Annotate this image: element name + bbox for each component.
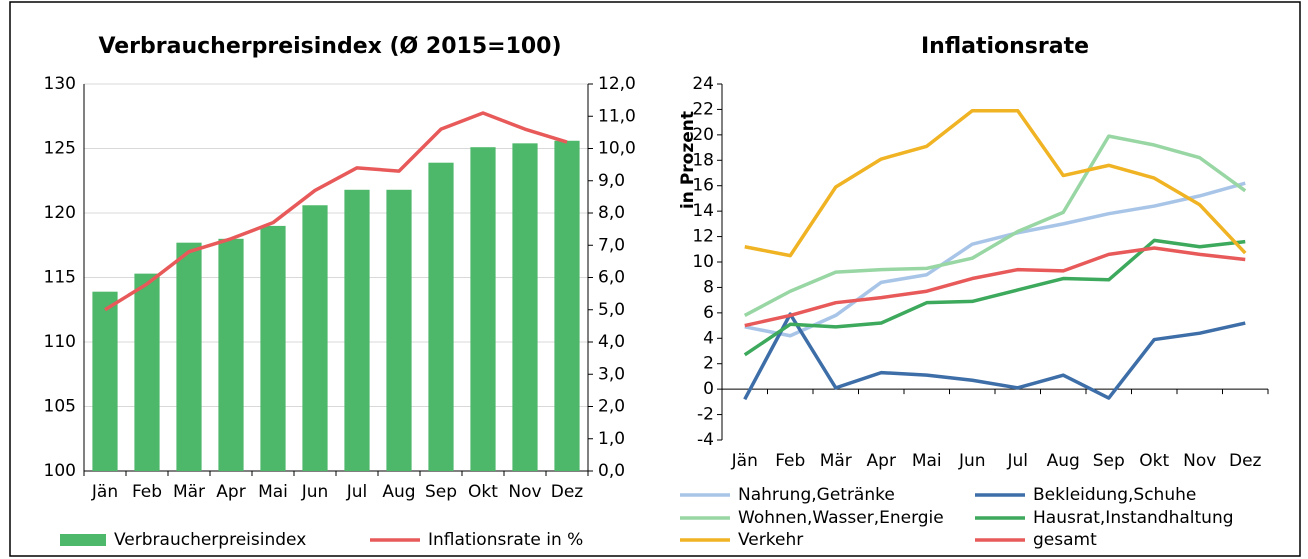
x-tick-label: Mai — [258, 482, 288, 502]
y-tick-label: 16 — [692, 176, 714, 196]
y-tick-label: 100 — [44, 461, 76, 481]
x-tick-label: Mai — [912, 451, 942, 471]
line — [744, 108, 1247, 258]
x-tick-label: Feb — [775, 451, 805, 471]
chart-title: Inflationsrate — [921, 34, 1089, 59]
chart-title: Verbraucherpreisindex (Ø 2015=100) — [98, 34, 561, 59]
y2-tick-label: 9,0 — [598, 171, 625, 191]
y-tick-label: 4 — [703, 328, 714, 348]
y-tick-label: 10 — [692, 252, 714, 272]
x-tick-label: Jun — [958, 451, 986, 471]
y2-tick-label: 7,0 — [598, 235, 625, 255]
x-tick-label: Nov — [1183, 451, 1216, 471]
line — [743, 134, 1247, 317]
bar — [344, 189, 370, 471]
y2-tick-label: 8,0 — [598, 203, 625, 223]
bar — [554, 140, 580, 471]
y-tick-label: -4 — [697, 430, 714, 450]
y-tick-label: 14 — [692, 201, 714, 221]
bar — [176, 242, 202, 471]
legend-label: Bekleidung,Schuhe — [1033, 485, 1196, 505]
bar — [512, 143, 538, 471]
legend-label: Nahrung,Getränke — [738, 485, 895, 505]
y-tick-label: 130 — [44, 74, 76, 94]
bar — [218, 238, 244, 471]
y2-tick-label: 5,0 — [598, 300, 625, 320]
x-tick-label: Okt — [1139, 451, 1169, 471]
frame — [9, 1, 1301, 557]
y2-tick-label: 10,0 — [598, 139, 636, 159]
bar — [92, 291, 118, 471]
y-tick-label: -2 — [697, 405, 714, 425]
legend-label: Wohnen,Wasser,Energie — [738, 508, 944, 528]
y-tick-label: 22 — [692, 99, 714, 119]
y2-tick-label: 3,0 — [598, 364, 625, 384]
bar — [302, 205, 328, 471]
y-tick-label: 2 — [703, 354, 714, 374]
y-tick-label: 8 — [703, 277, 714, 297]
line — [104, 111, 568, 312]
y-tick-label: 18 — [692, 150, 714, 170]
line — [744, 181, 1246, 338]
line — [744, 246, 1246, 328]
y-tick-label: 120 — [44, 203, 76, 223]
y-axis-label: in Prozent — [678, 111, 698, 209]
x-tick-label: Dez — [551, 482, 584, 502]
y2-tick-label: 4,0 — [598, 332, 625, 352]
y-tick-label: 24 — [692, 74, 714, 94]
y-tick-label: 6 — [703, 303, 714, 323]
bar — [134, 273, 160, 471]
x-tick-label: Apr — [867, 451, 896, 471]
x-tick-label: Okt — [468, 482, 498, 502]
y-tick-label: 110 — [44, 332, 76, 352]
x-tick-label: Jän — [731, 451, 758, 471]
x-tick-label: Jun — [301, 482, 329, 502]
y2-tick-label: 11,0 — [598, 106, 636, 126]
x-tick-label: Nov — [508, 482, 541, 502]
bar — [386, 189, 412, 471]
x-tick-label: Mär — [820, 451, 852, 471]
y-tick-label: 20 — [692, 125, 714, 145]
x-tick-label: Sep — [1093, 451, 1125, 471]
y-tick-label: 115 — [44, 268, 76, 288]
y2-tick-label: 2,0 — [598, 397, 625, 417]
x-tick-label: Dez — [1229, 451, 1262, 471]
y-tick-label: 12 — [692, 227, 714, 247]
x-tick-label: Feb — [132, 482, 162, 502]
bar — [428, 162, 454, 471]
x-tick-label: Jän — [91, 482, 118, 502]
x-tick-label: Aug — [1047, 451, 1080, 471]
legend-label: gesamt — [1033, 530, 1097, 550]
y-tick-label: 125 — [44, 139, 76, 159]
line — [743, 238, 1246, 357]
x-tick-label: Aug — [382, 482, 415, 502]
bar — [260, 225, 286, 471]
x-tick-label: Jul — [346, 482, 368, 502]
y2-tick-label: 6,0 — [598, 268, 625, 288]
y-tick-label: 105 — [44, 397, 76, 417]
y-tick-label: 0 — [703, 379, 714, 399]
legend-swatch — [60, 534, 106, 546]
bar — [470, 147, 496, 471]
legend-label: Verbraucherpreisindex — [114, 530, 306, 550]
y2-tick-label: 1,0 — [598, 429, 625, 449]
x-tick-label: Apr — [216, 482, 245, 502]
y2-tick-label: 12,0 — [598, 74, 636, 94]
y2-tick-label: 0,0 — [598, 461, 625, 481]
legend-label: Verkehr — [738, 530, 803, 550]
legend-label: Hausrat,Instandhaltung — [1033, 508, 1234, 528]
legend-label: Inflationsrate in % — [428, 530, 583, 550]
line — [743, 312, 1246, 401]
x-tick-label: Mär — [173, 482, 205, 502]
x-tick-label: Sep — [425, 482, 457, 502]
x-tick-label: Jul — [1006, 451, 1028, 471]
